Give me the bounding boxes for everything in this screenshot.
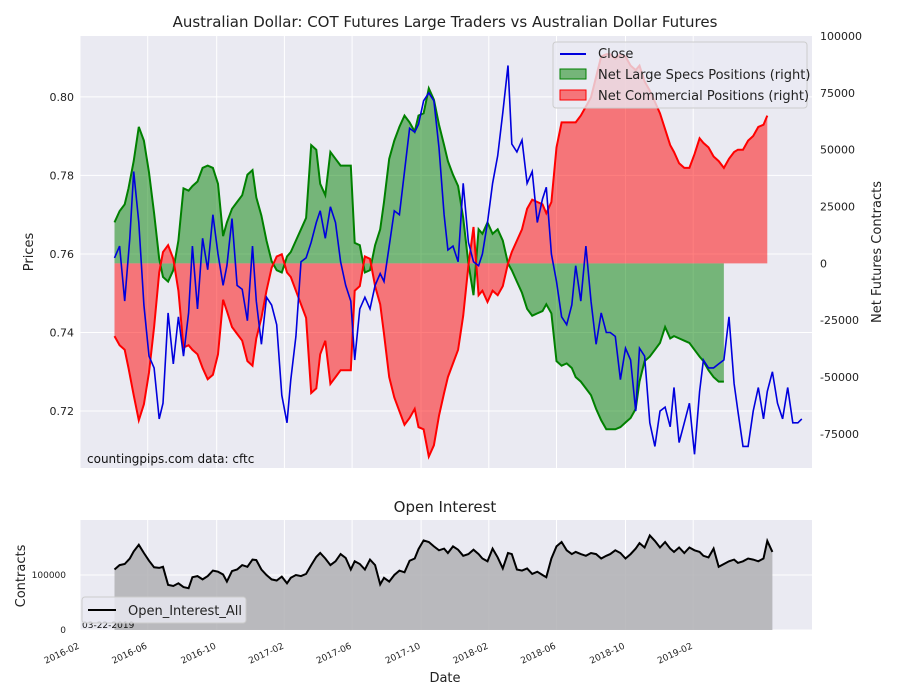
date-annotation: 03-22-2019 bbox=[82, 621, 135, 631]
specs-line bbox=[113, 85, 724, 431]
right-y-tick-label: 100000 bbox=[820, 30, 862, 43]
right-y-tick-labels: -75000 -50000 -25000 0 25000 50000 75000 100000 bbox=[820, 30, 862, 441]
date-tick-label: 2016-02 bbox=[43, 642, 81, 667]
open-interest-title: Open Interest bbox=[394, 498, 497, 516]
x-axis-label: Date bbox=[429, 671, 460, 686]
right-y-tick-label: -25000 bbox=[820, 314, 859, 327]
left-y-tick-label: 0.74 bbox=[50, 327, 75, 340]
right-y-tick-label: 25000 bbox=[820, 201, 855, 214]
legend-specs-label: Net Large Specs Positions (right) bbox=[598, 68, 810, 83]
date-tick-label: 2018-02 bbox=[452, 642, 490, 667]
specs-area bbox=[114, 88, 724, 430]
open-interest-y-axis-label: Contracts bbox=[14, 544, 29, 607]
commercial-line bbox=[113, 53, 769, 460]
left-y-tick-label: 0.76 bbox=[50, 248, 75, 261]
left-y-tick-labels: 0.72 0.74 0.76 0.78 0.80 bbox=[50, 91, 75, 418]
date-tick-label: 2018-10 bbox=[588, 642, 627, 667]
close-line bbox=[113, 65, 803, 455]
right-y-tick-label: 0 bbox=[820, 257, 827, 270]
date-tick-label: 2017-02 bbox=[247, 642, 285, 667]
source-annotation: countingpips.com data: cftc bbox=[87, 452, 254, 466]
oi-y-tick-label: 100000 bbox=[32, 571, 67, 581]
legend-box bbox=[552, 41, 808, 109]
open-interest-legend: Open_Interest_All bbox=[81, 596, 247, 624]
position-fills bbox=[114, 54, 768, 457]
commercial-area bbox=[114, 54, 768, 457]
legend-specs-swatch bbox=[559, 68, 587, 80]
left-y-tick-label: 0.72 bbox=[50, 405, 75, 418]
right-y-tick-label: 75000 bbox=[820, 87, 855, 100]
open-interest-y-tick-labels: 0 100000 bbox=[32, 571, 67, 636]
date-tick-label: 2016-06 bbox=[111, 642, 150, 667]
oi-legend-box bbox=[81, 596, 247, 624]
right-y-tick-label: -75000 bbox=[820, 428, 859, 441]
main-legend: Close Net Large Specs Positions (right) … bbox=[552, 41, 810, 109]
left-y-tick-label: 0.78 bbox=[50, 169, 75, 182]
open-interest-fill bbox=[114, 535, 773, 630]
date-tick-label: 2018-06 bbox=[519, 642, 558, 667]
legend-commercial-label: Net Commercial Positions (right) bbox=[598, 89, 809, 104]
chart-title: Australian Dollar: COT Futures Large Tra… bbox=[173, 13, 718, 31]
date-tick-label: 2016-10 bbox=[180, 642, 219, 667]
open-interest-area bbox=[113, 533, 774, 630]
date-tick-labels: 2016-02 2016-06 2016-10 2017-02 2017-06 2017-… bbox=[43, 642, 695, 667]
legend-close-label: Close bbox=[598, 47, 633, 62]
left-y-tick-label: 0.80 bbox=[50, 91, 75, 104]
date-tick-label: 2017-06 bbox=[315, 642, 354, 667]
right-y-tick-label: -50000 bbox=[820, 371, 859, 384]
open-interest-line bbox=[113, 533, 774, 590]
date-tick-label: 2017-10 bbox=[384, 642, 423, 667]
legend-commercial-swatch bbox=[559, 89, 587, 101]
oi-legend-label: Open_Interest_All bbox=[128, 604, 242, 619]
left-y-axis-label: Prices bbox=[22, 233, 37, 272]
oi-y-tick-label: 0 bbox=[60, 626, 66, 636]
series-lines bbox=[113, 53, 803, 460]
date-tick-label: 2019-02 bbox=[656, 642, 694, 667]
right-y-axis-label: Net Futures Contracts bbox=[870, 181, 885, 323]
right-y-tick-label: 50000 bbox=[820, 144, 855, 157]
